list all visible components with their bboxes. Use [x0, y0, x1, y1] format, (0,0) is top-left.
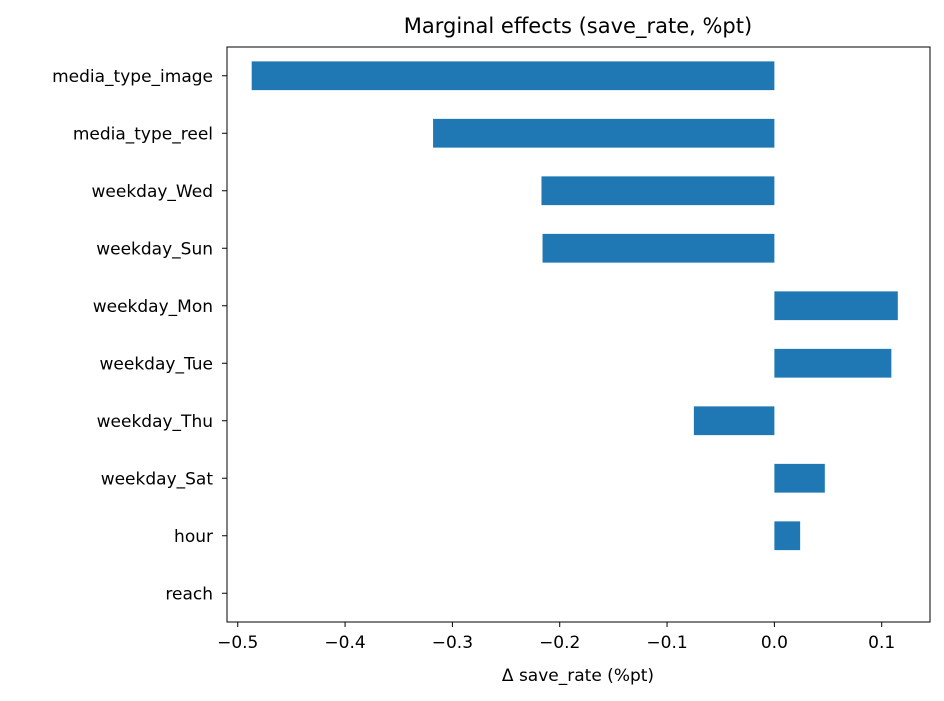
- y-tick-label: media_type_image: [52, 67, 213, 87]
- ticks-layer: media_type_image media_type_reel weekday_W…: [52, 67, 895, 653]
- y-tick-label: weekday_Sun: [96, 239, 213, 259]
- y-tick-label: weekday_Mon: [93, 297, 213, 317]
- bar-weekday_Tue: [774, 348, 892, 378]
- bar-media_type_reel: [433, 118, 775, 148]
- y-tick-label: reach: [165, 584, 213, 604]
- bar-weekday_Sat: [774, 463, 825, 493]
- x-tick-label: 0.0: [761, 633, 788, 653]
- axes-frame: [226, 46, 931, 623]
- y-tick-label: weekday_Tue: [100, 354, 213, 374]
- y-tick-label: hour: [174, 527, 213, 547]
- x-tick-label: −0.1: [646, 633, 687, 653]
- y-tick-label: weekday_Sat: [101, 469, 214, 489]
- chart-title: Marginal effects (save_rate, %pt): [404, 14, 752, 39]
- y-tick-label: weekday_Thu: [97, 412, 213, 432]
- x-tick-label: −0.3: [432, 633, 473, 653]
- bar-hour: [774, 521, 801, 551]
- bar-weekday_Mon: [774, 291, 898, 321]
- bars-layer: [251, 61, 898, 551]
- x-axis-label: Δ save_rate (%pt): [502, 666, 654, 686]
- bar-weekday_Wed: [541, 176, 775, 206]
- x-tick-label: −0.2: [539, 633, 580, 653]
- bar-weekday_Sun: [542, 233, 775, 263]
- y-tick-label: weekday_Wed: [92, 182, 214, 202]
- y-tick-label: media_type_reel: [73, 124, 213, 144]
- x-tick-label: 0.1: [868, 633, 895, 653]
- bar-weekday_Thu: [693, 406, 775, 436]
- x-tick-label: −0.5: [217, 633, 258, 653]
- axes-layer: [226, 46, 931, 623]
- x-tick-label: −0.4: [324, 633, 365, 653]
- bar-media_type_image: [251, 61, 775, 91]
